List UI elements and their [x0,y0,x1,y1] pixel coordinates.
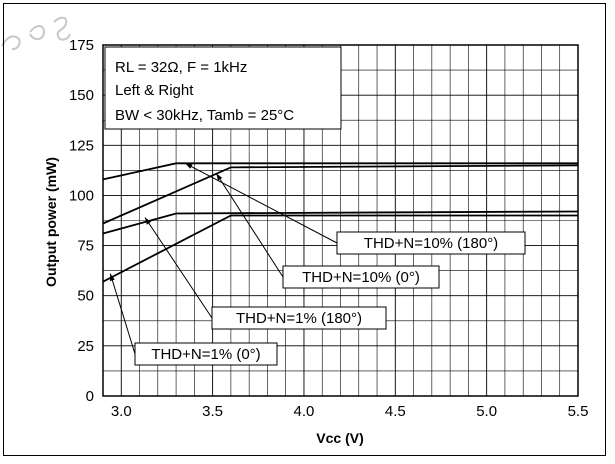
x-tick-label: 3.5 [202,403,223,420]
condition-line-1: RL = 32Ω, F = 1kHz [115,59,247,76]
annotation-label: THD+N=1% (0°) [151,346,260,363]
annotation-leader [144,217,213,319]
annotation-arrowhead [216,173,223,181]
x-tick-labels: 3.0 3.5 4.0 4.5 5.0 5.5 [111,403,589,420]
series-line-3 [102,210,579,235]
x-tick-label: 4.5 [385,403,406,420]
annotation-box [336,231,526,255]
annotation-2: THD+N=10% (0°) [215,173,440,289]
y-tick-label: 100 [69,187,94,204]
series-line-4 [102,214,578,283]
annotation-arrowhead [145,217,151,225]
annotation-arrowhead [109,273,115,282]
watermark [1,16,71,51]
series-line-1 [102,162,578,181]
y-tick-label: 175 [69,37,94,54]
series-lines [102,162,579,283]
annotation-leader [215,173,284,278]
condition-line-2: Left & Right [115,82,194,99]
x-tick-label: 4.0 [294,403,315,420]
conditions-box: RL = 32Ω, F = 1kHz Left & Right BW < 30k… [104,46,342,130]
annotations: THD+N=10% (180°) THD+N=10% (0°) THD+N=1% (… [109,162,526,366]
y-tick-label: 150 [69,87,94,104]
series-line-2 [102,164,579,225]
annotation-arrowhead [185,163,193,169]
annotation-leader [184,162,338,244]
y-tick-label: 50 [77,288,94,305]
plot-frame [102,44,579,397]
annotation-leader [109,273,136,355]
condition-line-3: BW < 30kHz, Tamb = 25°C [115,107,294,124]
annotation-box [134,342,278,366]
y-tick-label: 25 [77,338,94,355]
x-tick-label: 5.0 [476,403,497,420]
annotation-1: THD+N=10% (180°) [184,162,526,255]
y-tick-labels: 0 25 50 75 100 125 150 175 [69,37,94,405]
annotation-3: THD+N=1% (180°) [144,217,387,330]
x-tick-label: 5.5 [568,403,589,420]
annotation-box [282,265,440,289]
y-tick-label: 0 [86,388,94,405]
annotation-label: THD+N=10% (180°) [364,235,498,252]
y-tick-label: 75 [77,238,94,255]
x-tick-label: 3.0 [111,403,132,420]
annotation-label: THD+N=10% (0°) [302,269,420,286]
y-tick-label: 125 [69,137,94,154]
annotation-4: THD+N=1% (0°) [109,273,278,366]
annotation-box [211,306,387,330]
figure-frame [3,3,606,456]
annotation-label: THD+N=1% (180°) [236,310,362,327]
x-axis-title: Vcc (V) [316,430,363,446]
y-axis-title: Output power (mW) [43,157,59,287]
